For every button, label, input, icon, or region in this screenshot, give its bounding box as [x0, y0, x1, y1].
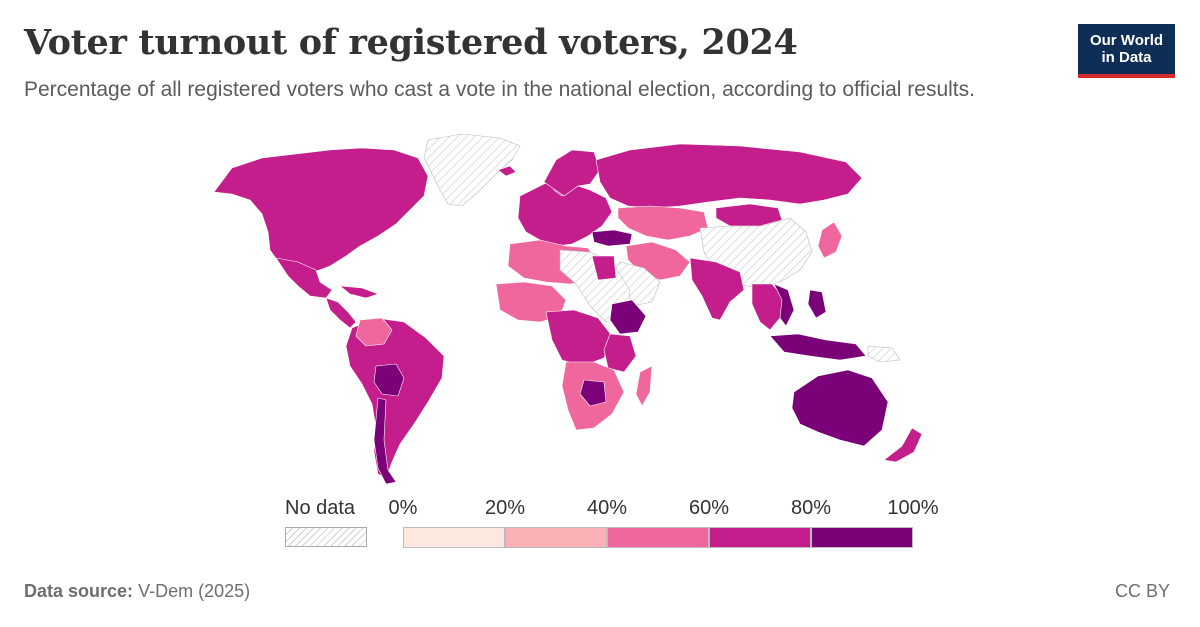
- legend-tick-0: 0%: [388, 497, 418, 519]
- legend-bin-20-40[interactable]: [505, 527, 607, 548]
- region-india[interactable]: [689, 257, 745, 321]
- legend-bin-60-80[interactable]: [709, 527, 811, 548]
- region-andean-north[interactable]: [355, 317, 393, 347]
- logo-line-2: in Data: [1101, 49, 1152, 66]
- region-central-africa[interactable]: [545, 309, 613, 367]
- chart-title: Voter turnout of registered voters, 2024: [24, 22, 798, 63]
- region-bolivia[interactable]: [373, 363, 405, 397]
- region-iceland[interactable]: [497, 165, 517, 177]
- region-turkey[interactable]: [591, 229, 633, 247]
- legend-tick-80: 80%: [790, 497, 832, 519]
- region-southeast-asia[interactable]: [751, 283, 785, 331]
- region-russia[interactable]: [595, 143, 863, 209]
- region-botswana[interactable]: [579, 379, 607, 407]
- data-source[interactable]: Data source: V-Dem (2025): [24, 581, 250, 602]
- region-philippines[interactable]: [807, 289, 827, 319]
- region-caribbean[interactable]: [339, 285, 379, 299]
- legend-no-data-swatch: [285, 527, 367, 547]
- legend-tick-100: 100%: [887, 497, 939, 519]
- region-south-america[interactable]: [345, 317, 445, 479]
- legend-color-scale: [403, 527, 913, 548]
- logo-line-1: Our World: [1089, 32, 1164, 49]
- legend-tick-20: 20%: [484, 497, 526, 519]
- region-new-zealand[interactable]: [883, 427, 923, 463]
- region-egypt[interactable]: [591, 255, 617, 281]
- chart-subtitle: Percentage of all registered voters who …: [24, 78, 975, 101]
- owid-logo[interactable]: Our World in Data: [1078, 24, 1175, 78]
- region-mexico[interactable]: [275, 257, 333, 299]
- region-east-africa[interactable]: [603, 333, 637, 373]
- region-japan[interactable]: [817, 221, 843, 259]
- region-australia[interactable]: [791, 369, 889, 447]
- legend-no-data-label: No data: [285, 497, 356, 519]
- data-source-label: Data source:: [24, 581, 134, 601]
- region-central-asia[interactable]: [617, 205, 709, 241]
- region-greenland[interactable]: [423, 133, 521, 207]
- region-vietnam[interactable]: [773, 283, 795, 327]
- legend-bin-40-60[interactable]: [607, 527, 709, 548]
- region-ethiopia[interactable]: [609, 299, 647, 335]
- region-mongolia[interactable]: [715, 203, 783, 227]
- legend-tick-60: 60%: [688, 497, 730, 519]
- region-madagascar[interactable]: [635, 365, 653, 407]
- region-central-america[interactable]: [325, 297, 357, 329]
- data-source-value: V-Dem (2025): [138, 581, 251, 601]
- legend-bin-80-100[interactable]: [811, 527, 913, 548]
- legend-bin-0-20[interactable]: [403, 527, 505, 548]
- region-chile[interactable]: [373, 397, 397, 485]
- region-north-america[interactable]: [213, 147, 429, 273]
- region-png[interactable]: [867, 345, 901, 363]
- license-link[interactable]: CC BY: [1114, 581, 1170, 601]
- legend-tick-40: 40%: [586, 497, 628, 519]
- region-indonesia[interactable]: [769, 333, 867, 361]
